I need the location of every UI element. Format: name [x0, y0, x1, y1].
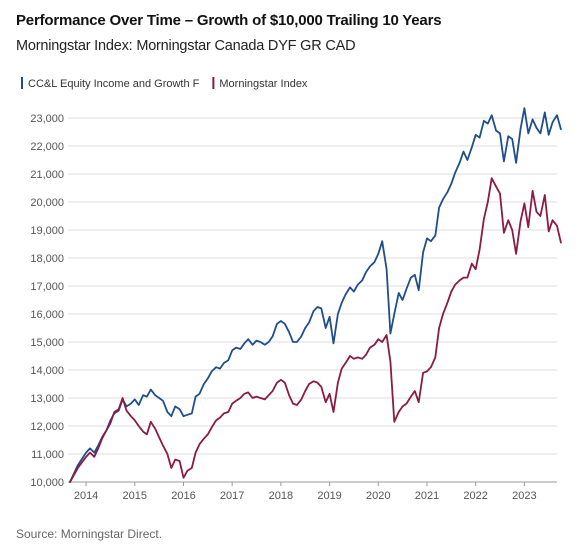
series-lines: [69, 107, 562, 483]
y-tick-label: 23,000: [30, 113, 64, 125]
x-tick-label: 2014: [74, 490, 98, 502]
axes: 10,000 11,000 12,000 13,000 14,000 15,000 16,0…: [30, 113, 557, 502]
x-tick-label: 2015: [123, 490, 147, 502]
y-tick-label: 19,000: [30, 225, 64, 237]
x-tick-label: 2022: [463, 490, 487, 502]
y-tick-label: 12,000: [30, 421, 64, 433]
y-tick-label: 21,000: [30, 169, 64, 181]
legend-label-fund: CC&L Equity Income and Growth F: [28, 78, 200, 90]
x-tick-label: 2020: [366, 490, 390, 502]
series-line-index: [69, 177, 562, 483]
y-tick-label: 10,000: [30, 477, 64, 489]
y-tick-label: 15,000: [30, 337, 64, 349]
y-tick-label: 17,000: [30, 281, 64, 293]
y-tick-label: 16,000: [30, 309, 64, 321]
source-note: Source: Morningstar Direct.: [16, 527, 163, 541]
y-tick-label: 20,000: [30, 197, 64, 209]
x-tick-label: 2021: [415, 490, 439, 502]
y-tick-label: 11,000: [31, 449, 64, 461]
x-tick-label: 2023: [512, 490, 536, 502]
x-tick-label: 2018: [269, 490, 293, 502]
y-tick-label: 18,000: [30, 253, 64, 265]
x-tick-label: 2016: [171, 490, 195, 502]
series-line-fund: [69, 107, 562, 483]
legend: CC&L Equity Income and Growth F Morningst…: [21, 77, 308, 90]
x-tick-label: 2019: [317, 490, 341, 502]
chart-subtitle: Morningstar Index: Morningstar Canada DY…: [16, 38, 356, 54]
chart-title: Performance Over Time – Growth of $10,00…: [16, 12, 442, 29]
y-tick-label: 14,000: [30, 365, 64, 377]
gridlines: [68, 117, 557, 455]
legend-label-index: Morningstar Index: [219, 78, 308, 90]
x-tick-label: 2017: [220, 490, 244, 502]
y-tick-label: 13,000: [30, 393, 64, 405]
y-tick-label: 22,000: [30, 141, 64, 153]
